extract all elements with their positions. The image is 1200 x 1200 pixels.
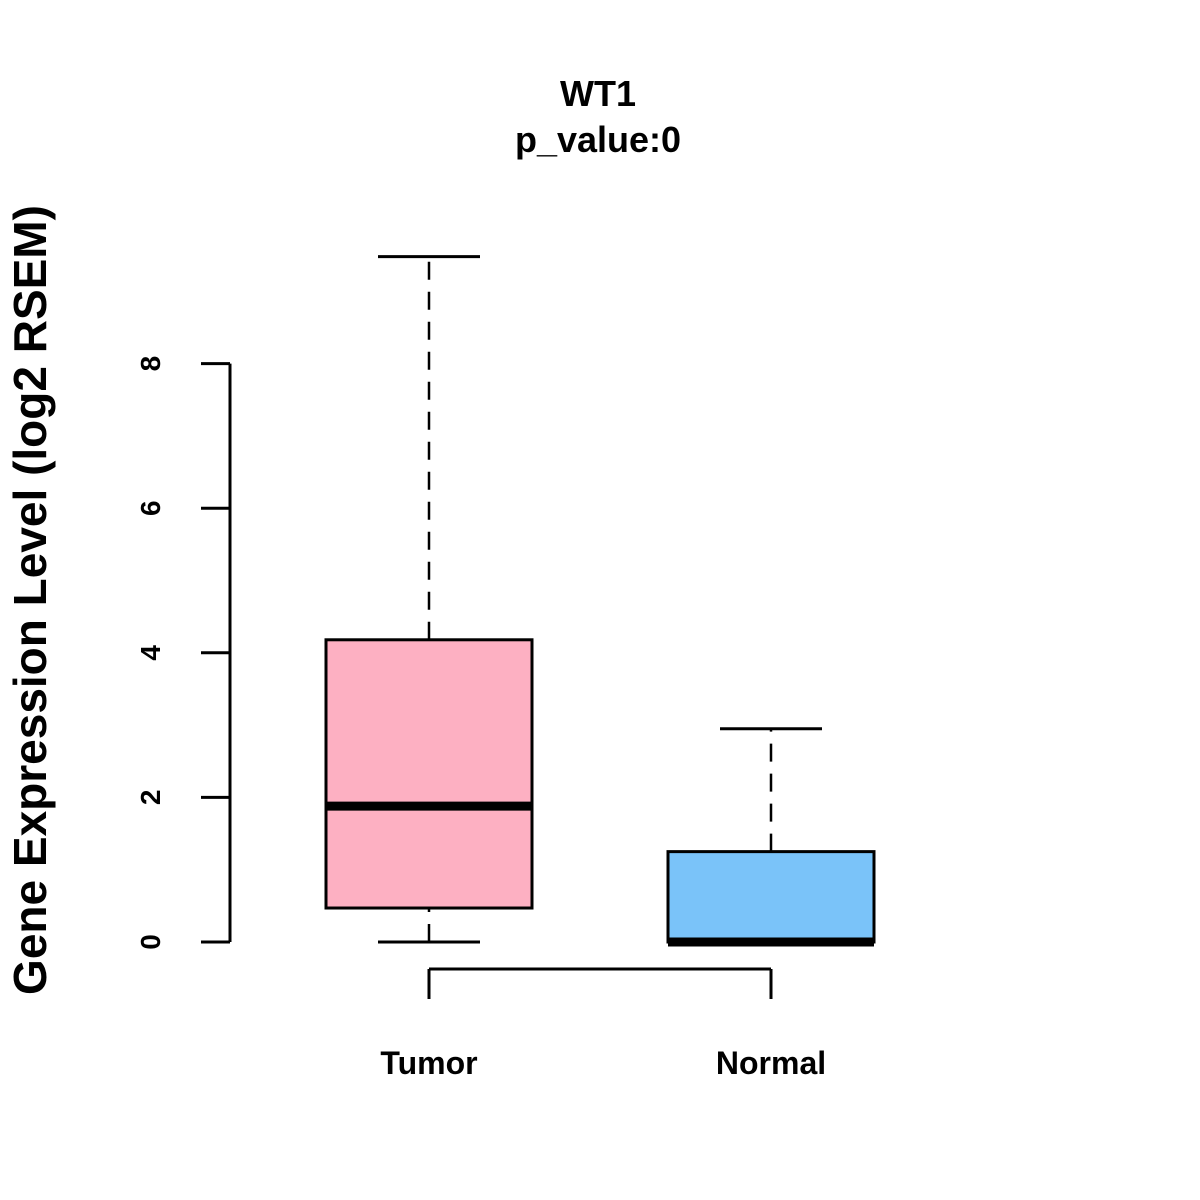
boxes-group xyxy=(324,255,876,947)
box-tumor xyxy=(324,255,534,944)
box-normal xyxy=(666,727,876,947)
x-tick-label-tumor: Tumor xyxy=(380,1045,477,1081)
y-axis: 0 2 4 6 8 xyxy=(135,356,232,950)
chart-title: WT1 xyxy=(560,73,636,114)
y-tick-label: 6 xyxy=(135,500,166,516)
y-tick-label: 8 xyxy=(135,356,166,372)
y-tick-label: 0 xyxy=(135,934,166,950)
chart-subtitle: p_value:0 xyxy=(515,119,681,160)
iqr-box xyxy=(324,638,534,910)
y-tick-label: 4 xyxy=(135,645,166,661)
x-axis: Tumor Normal xyxy=(380,967,826,1081)
y-tick-label: 2 xyxy=(135,790,166,806)
y-axis-title: Gene Expression Level (log2 RSEM) xyxy=(4,205,56,995)
x-tick-label-normal: Normal xyxy=(716,1045,826,1081)
iqr-box xyxy=(666,850,876,944)
